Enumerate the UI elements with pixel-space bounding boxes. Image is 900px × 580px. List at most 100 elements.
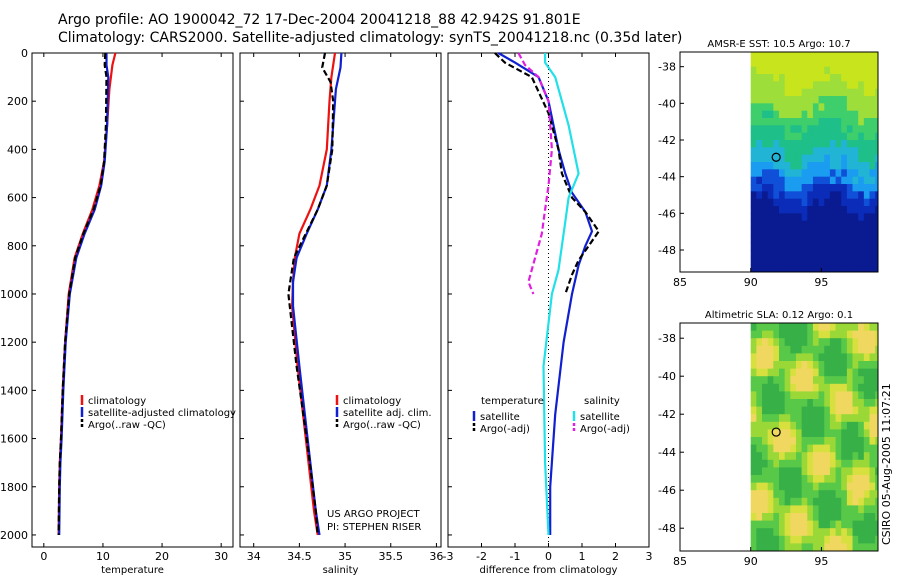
sla_map-cell	[807, 520, 814, 529]
sst_map-cell	[767, 125, 774, 134]
sla_map-cell	[762, 475, 769, 483]
sst_map-cell	[858, 220, 865, 229]
sla_map-cell	[846, 330, 853, 339]
sla_map-cell	[779, 361, 786, 369]
sst_map-cell	[762, 110, 769, 119]
sst_map-cell	[829, 184, 836, 192]
sst_map-cell	[801, 264, 808, 273]
sla_map-cell	[773, 399, 780, 407]
sst_map-cell	[812, 81, 819, 90]
sst_map-cell	[852, 140, 859, 148]
sst_map-cell	[841, 132, 848, 141]
sst_map-cell	[779, 250, 786, 258]
sst_map-cell	[801, 257, 808, 266]
sst_map-cell	[773, 154, 780, 163]
sla_map-cell	[835, 391, 842, 400]
sst_map-cell	[812, 176, 819, 185]
sla_map-cell	[767, 383, 774, 392]
sla_map-cell	[784, 353, 791, 362]
sst_map-cell	[767, 132, 774, 141]
sla_map-cell	[812, 452, 819, 461]
sla_map-cell	[762, 535, 769, 544]
sla_map-cell	[756, 376, 763, 385]
sst_map-cell	[818, 147, 825, 156]
sst_map-cell	[858, 88, 865, 97]
sla_map-cell	[773, 475, 780, 483]
sla_map-cell	[762, 497, 769, 506]
difference-series-salinity-satellite	[542, 53, 580, 536]
sla_map-cell	[852, 482, 859, 491]
sst_map-cell	[829, 52, 836, 60]
sla_map-cell	[779, 475, 786, 483]
sla_map-cell	[818, 497, 825, 506]
sla_map-cell	[863, 475, 870, 483]
sst_map-cell	[767, 235, 774, 244]
sst_map-cell	[812, 88, 819, 97]
sla_map-cell	[762, 323, 769, 331]
difference-legend-left-label: satellite	[480, 412, 520, 423]
sla_map-cell	[812, 323, 819, 331]
sla_map-cell	[756, 391, 763, 400]
sla_map-cell	[750, 505, 757, 514]
salinity-series-argo-raw-qc-	[287, 52, 335, 536]
sla_map-cell	[841, 376, 848, 385]
sst_map-cell	[829, 154, 836, 163]
sst_map-xtick-label: 85	[673, 276, 687, 289]
sst_map-cell	[824, 206, 831, 214]
sst_map-cell	[767, 228, 774, 236]
sla_map-cell	[762, 368, 769, 377]
sla_map-cell	[858, 376, 865, 385]
sla_map-cell	[795, 376, 803, 385]
sla_map-cell	[875, 330, 879, 339]
sst_map-cell	[779, 132, 786, 141]
sst_map-cell	[869, 184, 876, 192]
sla_map-cell	[841, 467, 848, 476]
sla_map-cell	[829, 323, 836, 331]
sst_map-cell	[807, 59, 814, 68]
sla_map-cell	[784, 490, 791, 499]
sst_map-cell	[790, 140, 797, 148]
sst_map-cell	[863, 132, 870, 141]
sst_map-cell	[824, 198, 831, 207]
difference-xtick-label: 3	[646, 550, 653, 563]
sla_map-cell	[863, 330, 870, 339]
sla_map-cell	[829, 528, 836, 537]
sla_map-cell	[750, 376, 757, 385]
sla_map-cell	[762, 452, 769, 461]
sst_map-cell	[841, 220, 848, 229]
sst_map-cell	[790, 162, 797, 170]
sla_map-cell	[750, 353, 757, 362]
sla_map-cell	[750, 459, 757, 468]
sla_map-cell	[852, 323, 859, 331]
sst_map-cell	[784, 176, 791, 185]
sla_map-cell	[835, 528, 842, 537]
sla_map-cell	[835, 361, 842, 369]
sst_map-cell	[818, 88, 825, 97]
sst_map-cell	[824, 66, 831, 75]
sla_map-cell	[824, 444, 831, 453]
sst_map-cell	[790, 213, 797, 222]
sst_map-cell	[767, 74, 774, 82]
sla_map-cell	[829, 444, 836, 453]
sst_map-cell	[773, 162, 780, 170]
sla_map-cell	[773, 497, 780, 506]
sla_map-cell	[869, 330, 876, 339]
sla_map-cell	[779, 535, 786, 544]
sla_map-cell	[818, 391, 825, 400]
sla_map-cell	[852, 528, 859, 537]
sst_map-cell	[869, 154, 876, 163]
sst_map-cell	[824, 74, 831, 82]
sla_map-cell	[812, 399, 819, 407]
sst_map-cell	[779, 264, 786, 273]
salinity-xtick-label: 34.5	[287, 550, 312, 563]
sst_map-cell	[750, 264, 757, 273]
sst_map-cell	[852, 103, 859, 112]
sst_map-ytick-label: -46	[658, 207, 676, 220]
sla_map-cell	[841, 490, 848, 499]
sla_map-cell	[767, 490, 774, 499]
sla_map-cell	[762, 421, 769, 430]
sla_map-cell	[846, 520, 853, 529]
temperature-ytick-label: 200	[7, 95, 28, 108]
sst_map-cell	[863, 228, 870, 236]
sla_map-cell	[779, 543, 786, 552]
